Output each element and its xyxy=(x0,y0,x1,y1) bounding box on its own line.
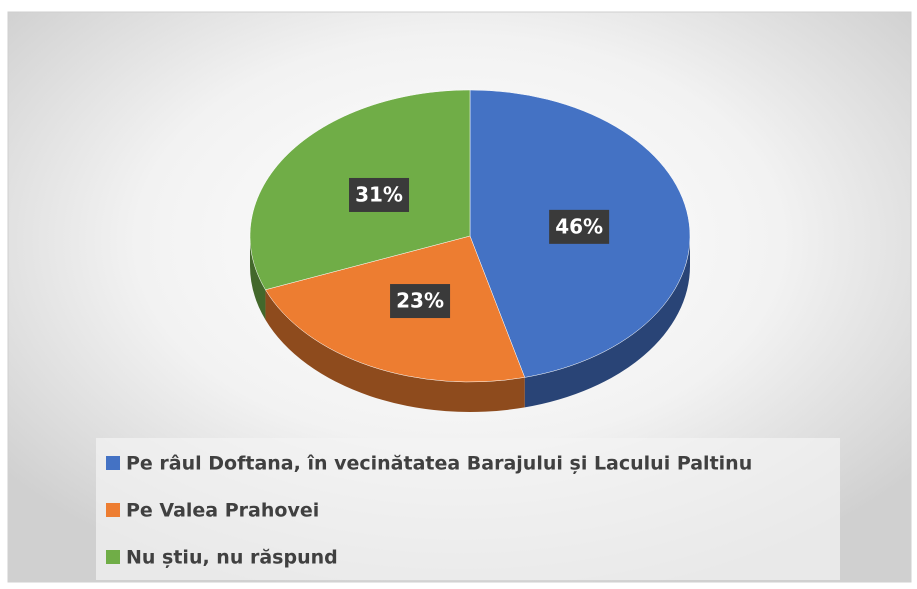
slice-side xyxy=(250,236,266,320)
legend-label: Pe râul Doftana, în vecinătatea Barajulu… xyxy=(126,453,752,475)
data-label-box xyxy=(390,284,451,319)
data-label: 46% xyxy=(555,214,603,238)
data-label-box xyxy=(349,177,410,212)
slice-side xyxy=(524,236,690,408)
data-label: 31% xyxy=(355,182,403,206)
legend-label: Nu știu, nu răspund xyxy=(126,547,338,569)
legend-label: Pe Valea Prahovei xyxy=(126,500,319,522)
legend-swatch xyxy=(106,456,120,470)
legend-swatch xyxy=(106,550,120,564)
data-label: 23% xyxy=(396,289,444,313)
slice-side xyxy=(265,289,525,412)
data-label-box xyxy=(549,209,610,244)
legend-area xyxy=(96,438,840,580)
legend-swatch xyxy=(106,503,120,517)
